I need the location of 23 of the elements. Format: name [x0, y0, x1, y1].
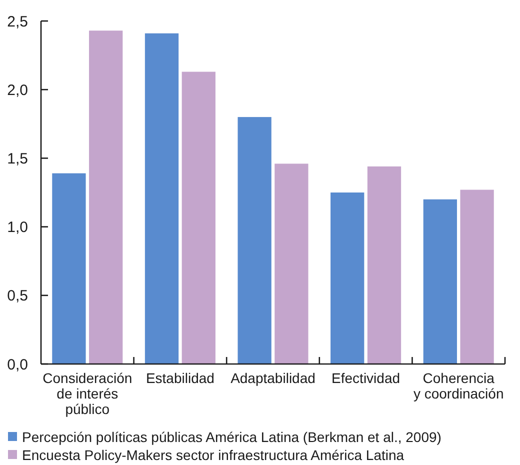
y-tick-label: 0,5 [7, 288, 28, 305]
bar [89, 30, 123, 364]
y-tick-label: 2,0 [7, 82, 28, 99]
x-tick-label: Adaptabilidad [230, 370, 316, 386]
bar [423, 199, 457, 364]
y-tick-label: 1,5 [7, 150, 28, 168]
x-tick-label: Efectividad [332, 370, 400, 386]
bar [274, 164, 308, 364]
x-tick-label: Estabilidad [146, 370, 214, 386]
bar [238, 117, 272, 364]
x-tick-label: Coherencia y coordinación [413, 370, 504, 402]
y-tick-label: 2,5 [7, 13, 28, 30]
bar [330, 192, 364, 364]
bar [182, 72, 216, 364]
y-tick-label: 0,0 [7, 356, 28, 374]
y-tick-label: 1,0 [7, 219, 28, 236]
bar [460, 190, 494, 364]
bar [367, 166, 402, 364]
x-tick-label: Consideración de interés público [42, 370, 132, 417]
legend-label: Percepción políticas públicas América Latina (Berkman et al., 2009) [22, 428, 442, 445]
legend-label: Encuesta Policy-Makers sector infraestructura América Latina [22, 446, 404, 463]
bar [144, 33, 179, 364]
bar [52, 173, 86, 364]
